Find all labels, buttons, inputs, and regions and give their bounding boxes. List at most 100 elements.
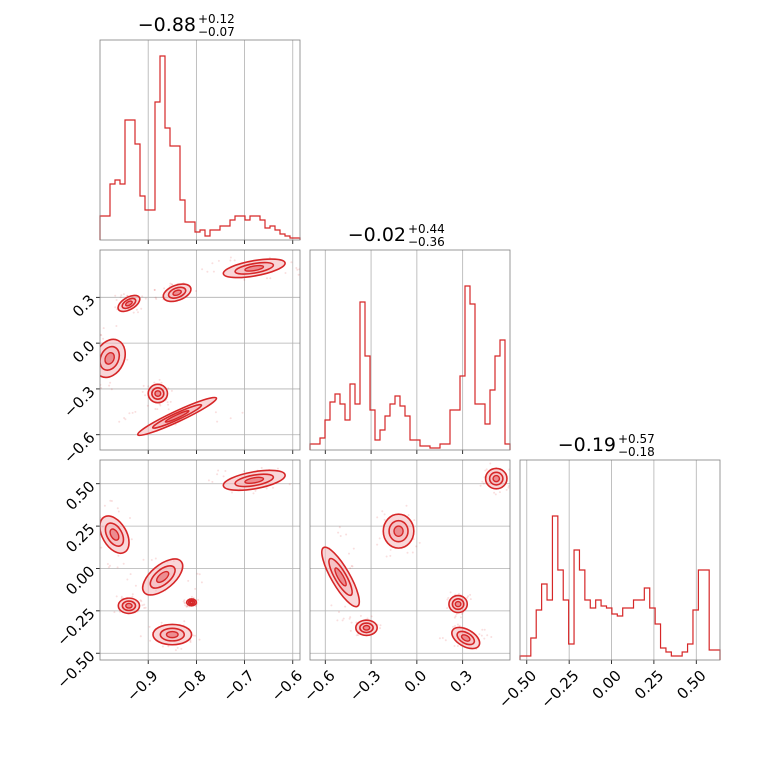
sample-point xyxy=(187,579,190,582)
contour-inner xyxy=(460,634,471,642)
contour-inner xyxy=(393,525,404,537)
contour-inner xyxy=(492,474,501,483)
sample-point xyxy=(366,617,369,620)
sample-point xyxy=(170,283,173,286)
sample-point xyxy=(146,404,149,407)
contour-inner xyxy=(164,410,190,423)
sample-point xyxy=(131,593,134,596)
sample-point xyxy=(100,334,103,337)
contour-inner xyxy=(172,289,182,297)
sample-point xyxy=(352,547,355,550)
histogram-step-line xyxy=(309,285,511,450)
sample-point xyxy=(130,538,133,541)
sample-point xyxy=(484,469,487,472)
contour-inner xyxy=(109,528,120,541)
panel-frame xyxy=(99,249,301,451)
sample-point xyxy=(194,634,197,637)
sample-point xyxy=(206,270,209,273)
sample-point xyxy=(142,384,145,387)
sample-point xyxy=(350,621,353,624)
title-plus-error: +0.44 xyxy=(408,222,445,236)
sample-point xyxy=(511,476,513,478)
sample-point xyxy=(109,564,111,567)
sample-point xyxy=(103,504,106,507)
sample-point xyxy=(198,638,201,641)
title-median: −0.88 xyxy=(138,14,196,36)
title-median: −0.19 xyxy=(558,434,616,456)
sample-point xyxy=(455,613,458,615)
sample-point xyxy=(143,603,146,606)
sample-point xyxy=(131,411,134,414)
contour-inner xyxy=(104,352,116,365)
sample-point xyxy=(272,486,274,489)
sample-point xyxy=(154,557,157,560)
sample-point xyxy=(107,566,110,569)
sample-point xyxy=(154,408,157,410)
sample-point xyxy=(483,628,486,631)
sample-point xyxy=(242,470,245,473)
contour-inner xyxy=(125,602,133,609)
sample-point xyxy=(505,488,508,491)
y-tick-label: −0.3 xyxy=(60,383,98,421)
sample-point xyxy=(222,475,225,478)
sample-point xyxy=(106,563,109,565)
sample-point xyxy=(135,308,138,311)
sample-point xyxy=(169,400,172,403)
sample-point xyxy=(494,493,497,496)
sample-point xyxy=(194,587,197,590)
panel-contours xyxy=(321,462,513,650)
sample-point xyxy=(126,294,129,297)
sample-point xyxy=(149,639,152,642)
sample-point xyxy=(183,599,186,602)
sample-point xyxy=(456,645,459,647)
sample-point xyxy=(153,381,156,384)
sample-point xyxy=(140,600,143,603)
sample-point xyxy=(139,599,142,602)
histogram-step-line xyxy=(519,515,721,660)
sample-point xyxy=(123,417,126,419)
sample-point xyxy=(142,558,145,561)
sample-point xyxy=(415,545,418,548)
sample-point xyxy=(189,641,192,644)
sample-point xyxy=(132,311,135,314)
sample-point xyxy=(370,615,373,618)
y-tick-label: 0.00 xyxy=(62,562,98,598)
sample-point xyxy=(483,637,486,640)
sample-point xyxy=(486,634,489,637)
sample-point xyxy=(183,602,186,605)
y-tick-label: 0.0 xyxy=(69,337,99,367)
sample-point xyxy=(174,649,177,652)
y-tick-label: −0.50 xyxy=(53,647,98,692)
sample-point xyxy=(359,614,362,617)
panel-frame xyxy=(309,459,511,661)
sample-point xyxy=(129,517,131,519)
sample-point xyxy=(197,598,200,601)
sample-point xyxy=(507,486,510,489)
sample-point xyxy=(449,591,452,594)
contour-inner xyxy=(334,567,347,587)
sample-point xyxy=(297,273,300,276)
sample-point xyxy=(214,411,217,414)
sample-point xyxy=(269,277,272,280)
sample-point xyxy=(150,559,153,561)
sample-point xyxy=(336,619,339,622)
sample-point xyxy=(344,605,347,608)
sample-point xyxy=(216,420,219,423)
sample-point xyxy=(231,491,233,494)
histogram-step-line xyxy=(99,55,301,240)
sample-point xyxy=(458,624,461,627)
y-tick-label: −0.6 xyxy=(60,429,98,467)
sample-point xyxy=(144,394,147,397)
sample-point xyxy=(378,537,381,540)
sample-point xyxy=(211,480,214,483)
sample-point xyxy=(383,518,386,521)
y-tick-label: 0.25 xyxy=(62,520,98,556)
sample-point xyxy=(102,327,105,330)
sample-point xyxy=(348,552,350,555)
sample-point xyxy=(196,572,199,575)
sample-point xyxy=(120,597,123,600)
x-tick-label: 0.0 xyxy=(401,667,431,697)
sample-point xyxy=(441,637,444,639)
title-minus-error: −0.36 xyxy=(408,235,445,249)
sample-point xyxy=(141,390,144,393)
